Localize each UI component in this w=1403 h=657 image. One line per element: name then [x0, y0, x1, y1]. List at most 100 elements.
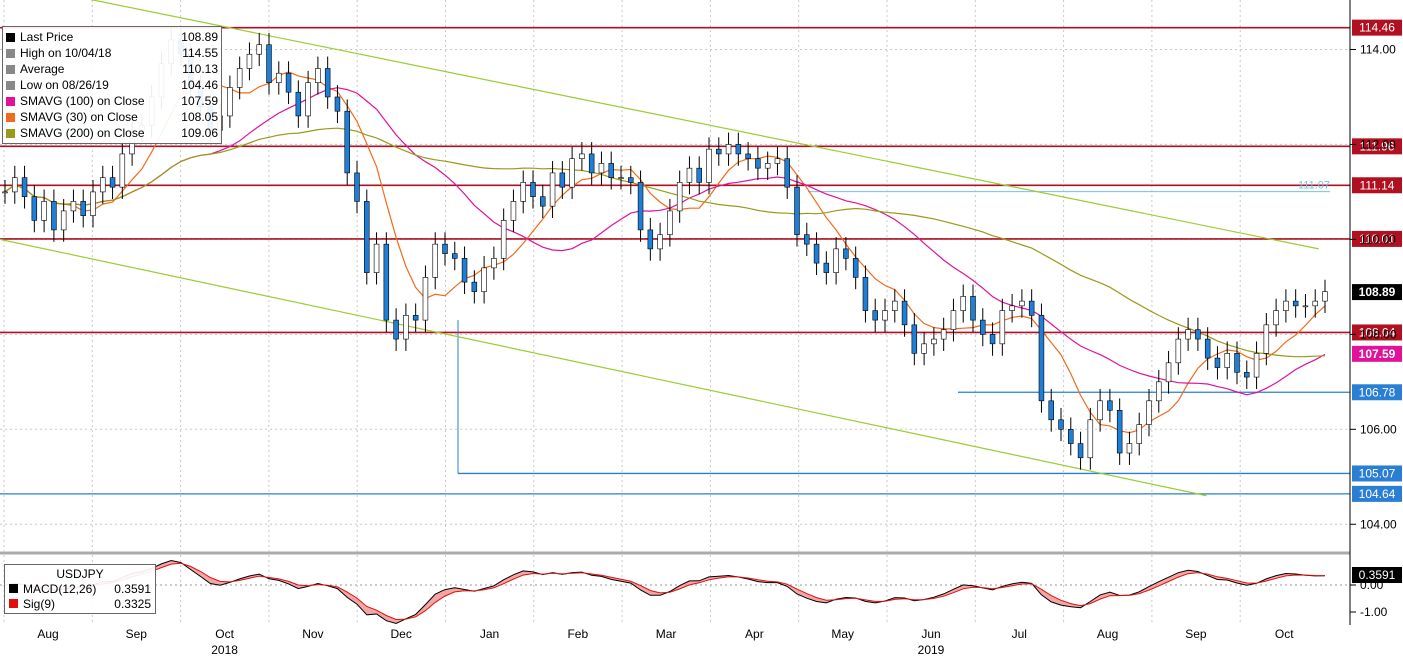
legend-row: Last Price 108.89 [6, 29, 218, 45]
candle-body [344, 110, 350, 174]
signal-legend-row: Sig(9) 0.3325 [9, 596, 151, 611]
price-tick-label: 114.00 [1360, 42, 1396, 56]
legend-swatch [6, 80, 15, 90]
level-badge-label: 104.64 [1359, 487, 1396, 501]
candle-body [696, 167, 702, 183]
legend-label: Low on 08/26/19 [20, 78, 109, 92]
legend-row: SMAVG (100) on Close 107.59 [6, 93, 218, 109]
macd-tick-label: -1.00 [1360, 605, 1388, 619]
candle-body [227, 87, 233, 117]
legend-label: Average [20, 62, 65, 76]
legend-swatch [6, 96, 15, 106]
candle-body [960, 296, 966, 311]
candle-body [1263, 324, 1270, 354]
candle-body [1175, 338, 1182, 364]
moving-averages [4, 71, 1326, 434]
macd-label: MACD(12,26) [23, 581, 97, 596]
legend-swatch [6, 128, 15, 138]
candle-body [579, 153, 585, 159]
level-badge-label: 111.14 [1360, 178, 1395, 192]
legend-swatch [6, 64, 15, 74]
month-tick-label: Aug [37, 627, 58, 641]
legend-value: 107.59 [181, 94, 218, 108]
price-tick-label: 112.00 [1360, 137, 1396, 151]
candle-body [354, 172, 360, 202]
candle-body [569, 158, 575, 188]
macd-line [4, 559, 1326, 625]
candle-body [1165, 362, 1172, 383]
price-badge-label: 108.89 [1359, 285, 1396, 299]
legend-label: SMAVG (200) on Close [20, 126, 145, 140]
candle-body [70, 201, 77, 212]
candle-body [813, 243, 820, 264]
candle-body [823, 262, 830, 273]
candle-body [970, 296, 976, 321]
candle-body [452, 253, 458, 259]
candle-body [1097, 400, 1103, 421]
candle-body [266, 44, 272, 84]
candle-body [100, 177, 106, 193]
candle-body [833, 248, 839, 273]
candle-body [373, 243, 380, 273]
legend-label: High on 10/04/18 [20, 46, 112, 60]
candle-body [334, 96, 341, 112]
candle-body [246, 53, 253, 69]
candle-body [725, 144, 732, 155]
legend-value: 108.89 [181, 30, 218, 44]
level-badge-label: 105.07 [1359, 466, 1396, 480]
candle-body [1116, 410, 1123, 454]
price-tick-label: 110.00 [1360, 232, 1396, 246]
candle-body [637, 182, 644, 231]
level-badge [1352, 230, 1402, 247]
price-tick-label: 104.00 [1360, 517, 1397, 531]
month-tick-label: Jan [480, 627, 499, 641]
candle-body [109, 177, 116, 188]
price-legend: Last Price 108.89 High on 10/04/18 114.55 Av… [2, 26, 222, 144]
candle-body [989, 334, 996, 345]
candle-body [667, 210, 673, 235]
candle-body [1244, 372, 1250, 378]
month-tick-label: May [831, 627, 854, 641]
candle-body [461, 258, 468, 283]
signal-label: Sig(9) [23, 596, 56, 611]
candle-body [500, 220, 507, 259]
candle-body [276, 72, 282, 84]
candle-body [872, 310, 878, 321]
candle-body [716, 148, 722, 155]
candle-body [755, 158, 761, 169]
legend-value: 110.13 [182, 62, 218, 76]
price-tick-label: 106.00 [1360, 422, 1397, 436]
trendline [0, 238, 1207, 497]
candle-body [657, 234, 663, 250]
candle-body [1302, 305, 1309, 308]
level-badge [1352, 485, 1402, 502]
legend-value: 108.05 [181, 110, 218, 124]
candle-body [774, 158, 781, 164]
candle-body [315, 68, 321, 84]
legend-label: Last Price [20, 30, 74, 44]
candle-body [901, 300, 908, 326]
axes: Aug Sep Oct Nov Dec Jan Feb Mar Apr May Jun Jul Aug S… [37, 0, 1397, 657]
price-badge [1352, 284, 1402, 301]
candle-body [852, 258, 859, 278]
level-badge [1352, 177, 1402, 194]
price-badge-label: 107.59 [1359, 347, 1396, 361]
legend-row: SMAVG (200) on Close 109.06 [6, 125, 218, 141]
trendlines [0, 0, 1319, 497]
level-badge [1352, 138, 1402, 155]
candle-body [549, 172, 556, 207]
macd-legend: USDJPY MACD(12,26) 0.3591 Sig(9) 0.3325 [4, 564, 156, 614]
candle-body [540, 196, 546, 207]
candle-body [1156, 381, 1162, 402]
candle-body [471, 281, 478, 292]
legend-label: SMAVG (100) on Close [20, 94, 145, 108]
sma200-line [4, 127, 1326, 358]
candle-body [1253, 353, 1260, 378]
candle-body [2, 191, 8, 194]
candle-body [412, 315, 419, 321]
candle-body [950, 310, 957, 330]
level-badge-label: 106.78 [1359, 385, 1396, 399]
candle-body [1028, 300, 1035, 316]
sma30-line [4, 71, 1326, 434]
